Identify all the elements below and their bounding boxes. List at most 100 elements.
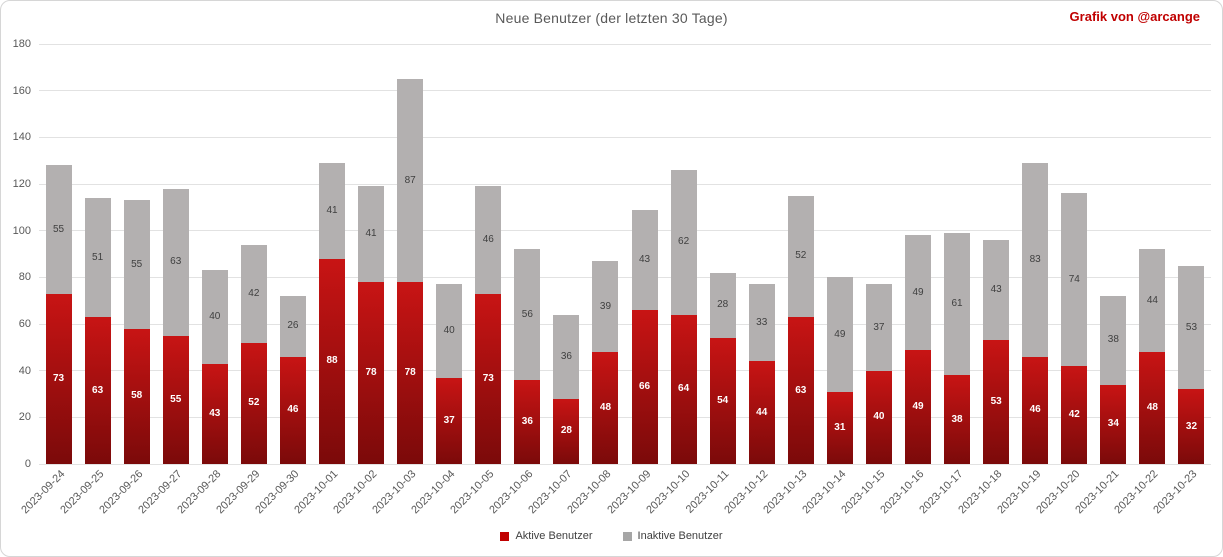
bar-value-label-active: 55 (170, 393, 182, 405)
bar-value-label-active: 54 (717, 395, 729, 406)
x-tick-label: 2023-10-17 (917, 468, 966, 517)
gridline (39, 370, 1211, 372)
bar-value-label-inactive: 36 (560, 350, 572, 362)
gridline (39, 43, 1211, 45)
bar-segment-active: 53 (983, 340, 1010, 464)
legend-active-label: Aktive Benutzer (515, 530, 593, 542)
x-tick-label: 2023-09-26 (96, 468, 146, 517)
bar-value-label-inactive: 52 (795, 250, 807, 262)
bar-segment-inactive: 62 (670, 170, 697, 315)
bar-segment-inactive: 63 (162, 188, 189, 336)
bar-value-label-inactive: 41 (365, 228, 377, 240)
bar-segment-active: 38 (944, 375, 971, 464)
bar-segment-active: 36 (514, 380, 541, 464)
y-axis: 0 20 40 60 80 100 120 140 160 180 (1, 1, 31, 556)
bar-segment-active: 73 (45, 293, 72, 464)
bar-value-label-inactive: 33 (756, 316, 768, 328)
x-tick-label: 2023-10-21 (1073, 468, 1122, 517)
bar-2023-10-22: 48 44 (1139, 249, 1166, 464)
x-tick-label: 2023-09-29 (214, 468, 263, 517)
bar-2023-09-25: 63 51 (84, 198, 111, 464)
bar-2023-10-05: 73 46 (475, 186, 502, 464)
y-tick-label: 180 (12, 38, 31, 50)
x-tick-label: 2023-10-18 (956, 468, 1005, 517)
x-tick-label: 2023-10-09 (604, 468, 654, 517)
x-tick-label: 2023-10-02 (331, 468, 380, 517)
y-tick-label: 0 (24, 458, 31, 470)
bar-value-label-inactive: 43 (638, 253, 651, 265)
bar-2023-10-13: 63 52 (787, 195, 814, 464)
bar-2023-10-04: 37 40 (436, 284, 463, 464)
y-tick-label: 20 (18, 411, 31, 424)
bar-value-label-active: 63 (795, 384, 807, 396)
bar-segment-active: 63 (787, 317, 814, 464)
bar-segment-active: 49 (905, 349, 931, 464)
bar-segment-inactive: 55 (123, 200, 150, 329)
bar-segment-active: 78 (397, 282, 424, 464)
bar-segment-active: 46 (279, 356, 306, 464)
bar-value-label-inactive: 46 (482, 234, 494, 245)
bar-2023-10-03: 78 87 (397, 79, 424, 464)
bar-value-label-inactive: 56 (521, 308, 533, 320)
bar-value-label-active: 63 (92, 384, 104, 396)
x-tick-label: 2023-09-27 (135, 468, 185, 517)
x-tick-label: 2023-10-12 (721, 468, 771, 517)
bar-value-label-active: 46 (1029, 404, 1041, 416)
x-tick-label: 2023-10-13 (761, 468, 810, 517)
x-tick-label: 2023-10-05 (448, 468, 497, 517)
y-tick-label: 140 (12, 131, 31, 144)
bar-2023-10-20: 42 74 (1061, 193, 1088, 464)
bar-value-label-inactive: 37 (873, 321, 885, 333)
legend-inactive-label: Inaktive Benutzer (637, 530, 723, 542)
bar-segment-inactive: 37 (865, 284, 892, 371)
bar-segment-inactive: 40 (201, 270, 228, 364)
bar-value-label-active: 78 (365, 367, 377, 378)
bar-value-label-inactive: 63 (170, 256, 182, 268)
x-tick-label: 2023-10-01 (292, 468, 341, 517)
bar-segment-active: 58 (123, 328, 150, 464)
bar-segment-inactive: 33 (748, 284, 775, 362)
x-tick-label: 2023-10-20 (1034, 468, 1083, 517)
bar-value-label-active: 31 (834, 421, 846, 433)
bar-value-label-inactive: 61 (951, 298, 963, 310)
bar-value-label-inactive: 44 (1146, 294, 1158, 306)
x-tick-label: 2023-09-28 (175, 468, 224, 517)
bar-value-label-inactive: 55 (131, 258, 143, 270)
bar-segment-inactive: 87 (397, 79, 424, 282)
bar-value-label-active: 28 (560, 425, 572, 437)
chart-title: Neue Benutzer (der letzten 30 Tage) (495, 10, 728, 26)
bar-2023-09-24: 73 55 (45, 165, 72, 464)
bar-value-label-inactive: 42 (248, 287, 260, 299)
bar-2023-10-14: 31 49 (826, 277, 853, 464)
y-tick-label: 80 (18, 271, 31, 284)
bar-value-label-active: 53 (990, 396, 1002, 408)
legend-item-active: Aktive Benutzer (500, 530, 593, 542)
bar-segment-active: 78 (358, 282, 385, 464)
credit-text: Grafik von @arcange (1069, 9, 1200, 24)
bar-value-label-inactive: 26 (287, 320, 299, 332)
x-tick-label: 2023-10-22 (1112, 468, 1161, 517)
y-tick-label: 40 (18, 364, 31, 377)
bar-2023-09-26: 58 55 (123, 200, 150, 464)
bar-segment-active: 48 (592, 352, 619, 464)
plot-area: 73 55 63 51 58 55 55 63 43 40 52 42 46 26 88 41 78 41 78 87… (39, 43, 1211, 465)
bar-segment-active: 40 (865, 370, 892, 464)
bar-segment-active: 42 (1061, 366, 1088, 464)
x-tick-label: 2023-10-11 (683, 468, 732, 516)
bar-value-label-active: 42 (1068, 409, 1080, 420)
y-tick-label: 160 (12, 84, 31, 97)
bar-segment-inactive: 53 (1178, 265, 1205, 390)
bar-segment-inactive: 41 (358, 186, 385, 282)
bar-segment-inactive: 42 (240, 244, 267, 343)
bar-2023-10-11: 54 28 (709, 272, 736, 464)
legend: Aktive Benutzer Inaktive Benutzer (1, 530, 1222, 542)
bar-2023-10-17: 38 61 (944, 233, 971, 464)
legend-active-swatch-icon (500, 531, 510, 541)
bar-segment-active: 66 (631, 310, 658, 464)
bar-2023-10-08: 48 39 (592, 261, 619, 464)
bar-value-label-active: 73 (482, 372, 494, 384)
bar-2023-10-16: 49 49 (905, 235, 931, 464)
bar-segment-inactive: 74 (1061, 193, 1088, 366)
bar-segment-active: 48 (1139, 352, 1166, 464)
